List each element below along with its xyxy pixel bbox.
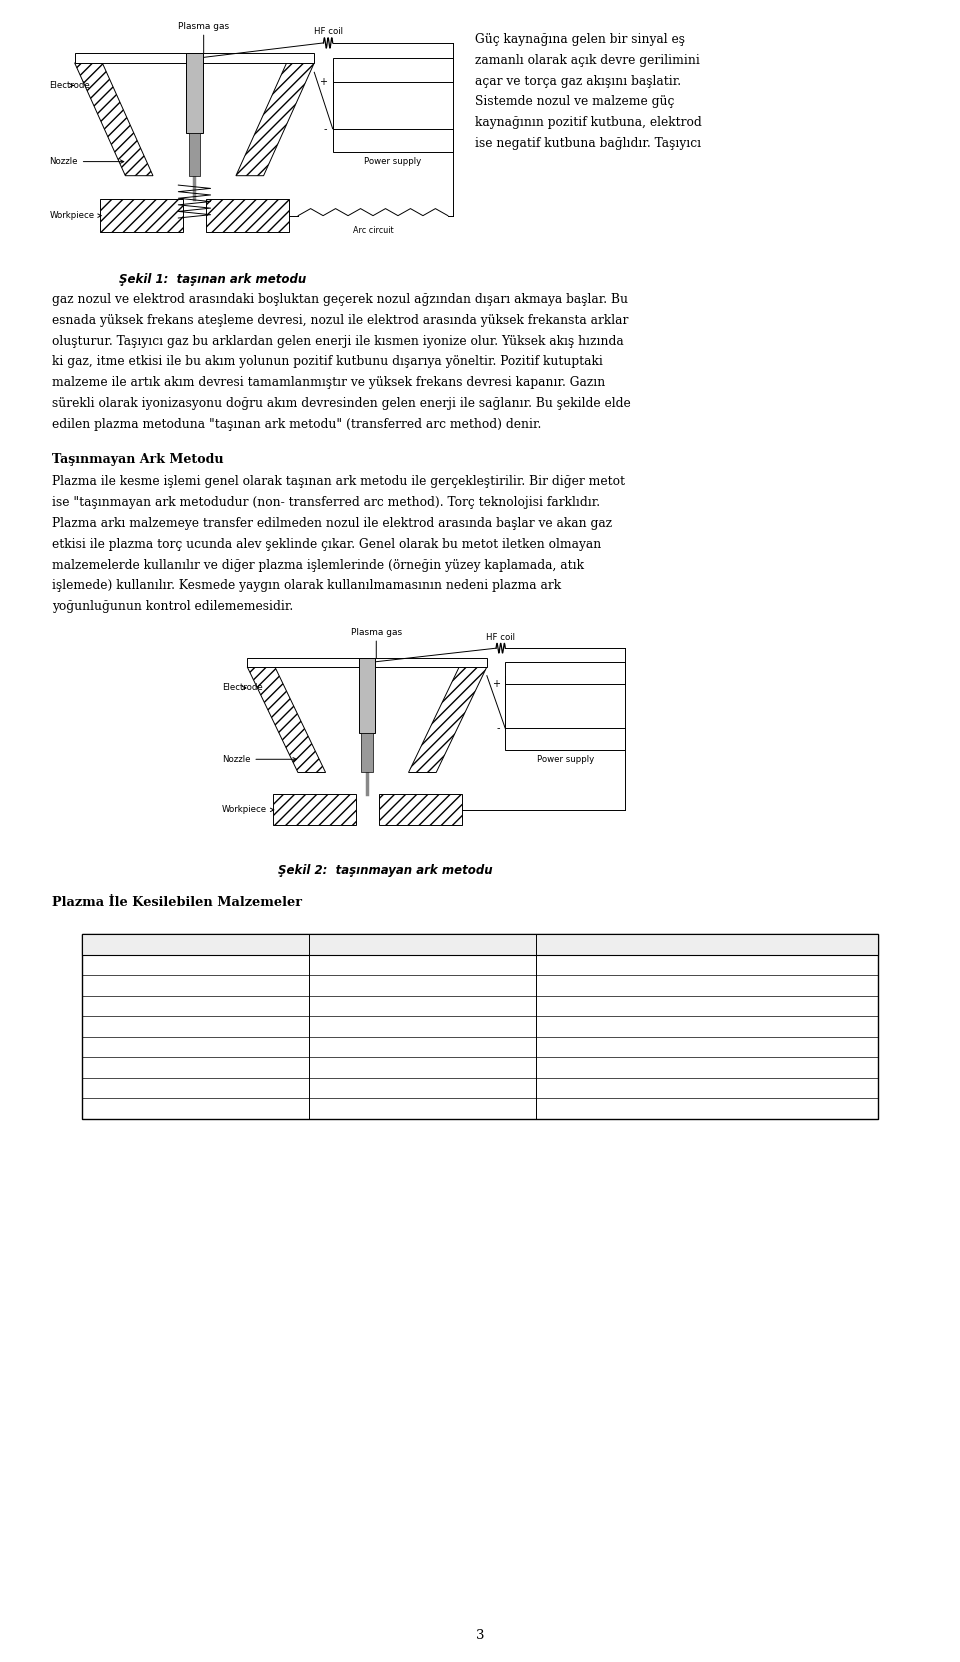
Bar <box>248 658 487 666</box>
Text: HF coil: HF coil <box>314 27 343 37</box>
Bar <box>82 934 878 1119</box>
Text: Malzeme: Malzeme <box>164 937 227 951</box>
Text: Power supply: Power supply <box>537 755 594 765</box>
Text: ise negatif kutbuna bağlıdır. Taşıyıcı: ise negatif kutbuna bağlıdır. Taşıyıcı <box>475 136 702 150</box>
Text: H35 & Azot: H35 & Azot <box>388 1060 457 1074</box>
Text: Plasma gas: Plasma gas <box>179 22 229 32</box>
Text: Azot: Azot <box>694 1020 720 1032</box>
Text: HF coil: HF coil <box>486 633 516 642</box>
Text: +: + <box>492 680 500 690</box>
Text: Nozzle: Nozzle <box>49 158 124 166</box>
Text: Hava: Hava <box>407 999 438 1012</box>
Text: Güç kaynağına gelen bir sinyal eş: Güç kaynağına gelen bir sinyal eş <box>475 33 685 47</box>
Bar <box>206 199 289 233</box>
Text: Oksijen: Oksijen <box>400 1082 444 1094</box>
Text: Oksijen: Oksijen <box>400 959 444 971</box>
Bar <box>273 794 355 826</box>
Text: Paslanmaz Çelik: Paslanmaz Çelik <box>147 999 244 1012</box>
Polygon shape <box>409 666 487 773</box>
Text: yoğunluğunun kontrol edilememesidir.: yoğunluğunun kontrol edilememesidir. <box>52 600 293 613</box>
Text: kaynağının pozitif kutbuna, elektrod: kaynağının pozitif kutbuna, elektrod <box>475 116 702 130</box>
Text: Taşınmayan Ark Metodu: Taşınmayan Ark Metodu <box>52 452 224 465</box>
Text: zamanlı olarak açık devre gerilimini: zamanlı olarak açık devre gerilimini <box>475 53 700 66</box>
Text: etkisi ile plazma torç ucunda alev şeklinde çıkar. Genel olarak bu metot iletken: etkisi ile plazma torç ucunda alev şekli… <box>52 538 601 550</box>
Text: Plazma arkı malzemeye transfer edilmeden nozul ile elektrod arasında başlar ve a: Plazma arkı malzemeye transfer edilmeden… <box>52 517 612 530</box>
Text: malzeme ile artık akım devresi tamamlanmıştır ve yüksek frekans devresi kapanır.: malzeme ile artık akım devresi tamamlanm… <box>52 376 605 389</box>
Bar <box>82 934 878 954</box>
Text: 3: 3 <box>476 1629 484 1642</box>
Text: Plazma Gazı: Plazma Gazı <box>380 937 465 951</box>
Bar <box>361 733 372 773</box>
Text: Hava: Hava <box>691 979 722 992</box>
Bar <box>75 53 314 63</box>
Text: Bakır: Bakır <box>180 1102 211 1115</box>
Bar <box>100 199 183 233</box>
Text: Oksijen & Azot: Oksijen & Azot <box>662 1082 752 1094</box>
Text: ki gaz, itme etkisi ile bu akım yolunun pozitif kutbunu dışarıya yöneltir. Pozit: ki gaz, itme etkisi ile bu akım yolunun … <box>52 356 603 369</box>
Bar <box>333 58 452 153</box>
Polygon shape <box>236 63 314 176</box>
Bar <box>189 133 201 176</box>
Text: ise "taşınmayan ark metodudur (non- transferred arc method). Torç teknolojisi fa: ise "taşınmayan ark metodudur (non- tran… <box>52 497 600 509</box>
Text: açar ve torça gaz akışını başlatir.: açar ve torça gaz akışını başlatir. <box>475 75 682 88</box>
Bar <box>359 658 375 733</box>
Polygon shape <box>248 666 325 773</box>
Bar <box>186 53 203 133</box>
Text: Nozzle: Nozzle <box>222 755 297 765</box>
Text: Plazma ile kesme işlemi genel olarak taşınan ark metodu ile gerçekleştirilir. Bi: Plazma ile kesme işlemi genel olarak taş… <box>52 475 625 489</box>
Text: malzemelerde kullanılır ve diğer plazma işlemlerinde (örneğin yüzey kaplamada, a: malzemelerde kullanılır ve diğer plazma … <box>52 558 584 572</box>
Bar <box>378 794 462 826</box>
Bar <box>505 663 625 751</box>
Text: sürekli olarak iyonizasyonu doğru akım devresinden gelen enerji ile sağlanır. Bu: sürekli olarak iyonizasyonu doğru akım d… <box>52 397 631 411</box>
Text: Azot: Azot <box>694 1060 720 1074</box>
Text: Koruyucu Gaz: Koruyucu Gaz <box>659 937 756 951</box>
Text: Workpiece: Workpiece <box>222 806 274 814</box>
Text: Metan: Metan <box>687 1040 726 1054</box>
Text: H35 & Azot: H35 & Azot <box>388 1020 457 1032</box>
Polygon shape <box>75 63 153 176</box>
Text: Arc circuit: Arc circuit <box>352 226 394 236</box>
Text: esnada yüksek frekans ateşleme devresi, nozul ile elektrod arasında yüksek freka: esnada yüksek frekans ateşleme devresi, … <box>52 314 629 327</box>
Text: -: - <box>496 723 500 733</box>
Text: Alüminyum: Alüminyum <box>161 1060 229 1074</box>
Text: Karbon Çelikleri: Karbon Çelikleri <box>146 959 245 971</box>
Text: Şekil 2:  taşınmayan ark metodu: Şekil 2: taşınmayan ark metodu <box>278 864 492 878</box>
Text: Plazma İle Kesilebilen Malzemeler: Plazma İle Kesilebilen Malzemeler <box>52 896 302 909</box>
Text: işlemede) kullanılır. Kesmede yaygın olarak kullanılmamasının nedeni plazma ark: işlemede) kullanılır. Kesmede yaygın ola… <box>52 580 562 592</box>
Text: -: - <box>324 123 327 133</box>
Text: Plasma gas: Plasma gas <box>350 628 402 637</box>
Text: Workpiece: Workpiece <box>49 211 101 219</box>
Text: +: + <box>319 76 327 86</box>
Text: Oksijen & Azot: Oksijen & Azot <box>662 959 752 971</box>
Text: Hava: Hava <box>407 979 438 992</box>
Text: Hava: Hava <box>407 1040 438 1054</box>
Text: Sistemde nozul ve malzeme güç: Sistemde nozul ve malzeme güç <box>475 95 675 108</box>
Text: Oksijen & Azot: Oksijen & Azot <box>662 1102 752 1115</box>
Text: gaz nozul ve elektrod arasındaki boşluktan geçerek nozul ağzından dışarı akmaya : gaz nozul ve elektrod arasındaki boşlukt… <box>52 293 628 306</box>
Text: Electrode: Electrode <box>222 683 263 693</box>
Text: Hava & Metan: Hava & Metan <box>663 999 751 1012</box>
Text: Oksijen: Oksijen <box>400 1102 444 1115</box>
Text: Power supply: Power supply <box>364 156 421 166</box>
Text: Şekil 1:  taşınan ark metodu: Şekil 1: taşınan ark metodu <box>119 273 306 286</box>
Text: oluşturur. Taşıyıcı gaz bu arklardan gelen enerji ile kısmen iyonize olur. Yükse: oluşturur. Taşıyıcı gaz bu arklardan gel… <box>52 334 624 347</box>
Text: Electrode: Electrode <box>49 81 90 90</box>
Text: edilen plazma metoduna "taşınan ark metodu" (transferred arc method) denir.: edilen plazma metoduna "taşınan ark meto… <box>52 417 541 430</box>
